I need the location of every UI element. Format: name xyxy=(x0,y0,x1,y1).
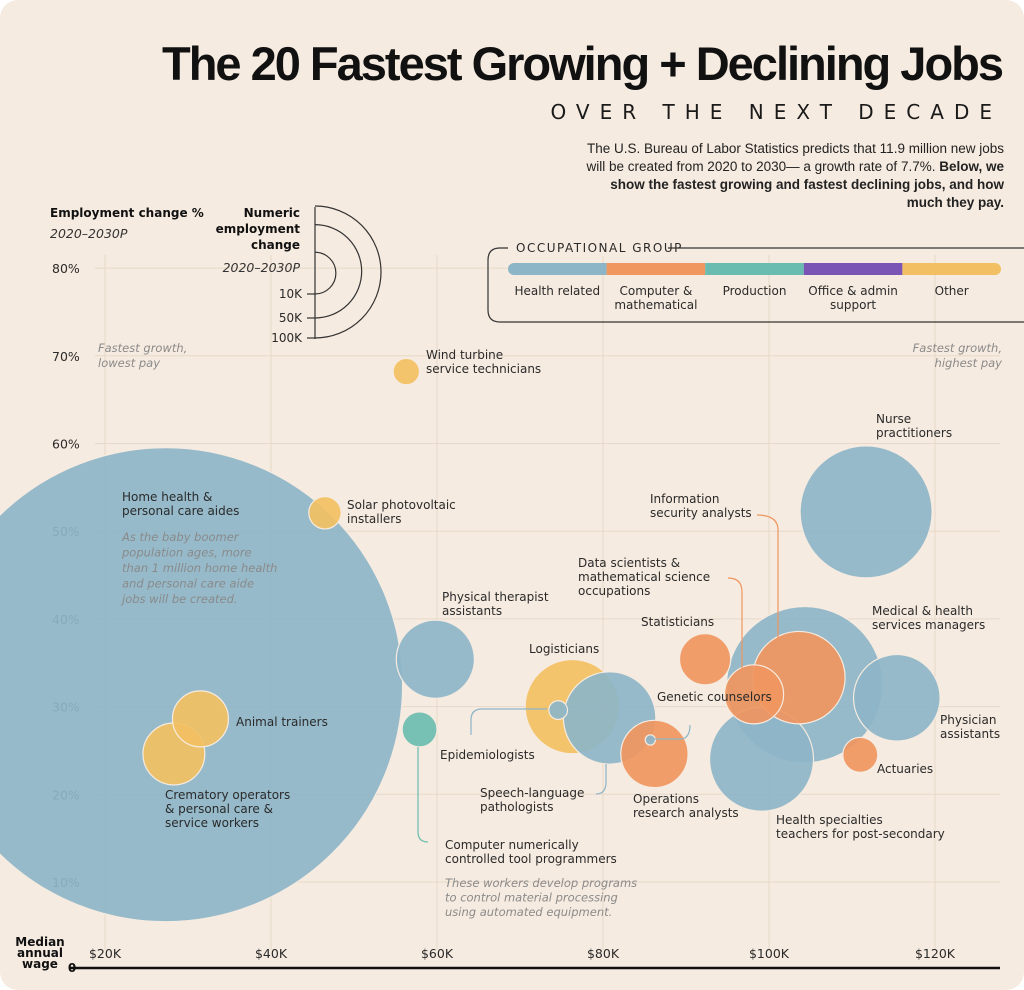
bubble-11 xyxy=(620,719,689,789)
group-swatch-production xyxy=(705,263,804,275)
y-axis-subtitle: 2020–2030P xyxy=(50,226,128,241)
note-cnc: These workers develop programs to control… xyxy=(445,876,637,919)
point-labels: Home health & personal care aides Wind tur… xyxy=(122,348,1000,866)
point-label-11: Operations research analysts xyxy=(633,792,739,820)
bubble-6 xyxy=(401,711,438,748)
group-swatch-other-fill xyxy=(902,263,995,275)
point-label-3: Animal trainers xyxy=(236,715,328,729)
y-tick-label: 70% xyxy=(52,349,80,364)
group-swatch-computer xyxy=(606,263,706,275)
group-swatch-office xyxy=(803,263,903,275)
point-label-16: Data scientists & mathematical science occ… xyxy=(578,556,710,598)
y-axis-title: Employment change % xyxy=(50,206,204,220)
point-label-2: Solar photovoltaic installers xyxy=(347,498,456,526)
intro-plain: The U.S. Bureau of Labor Statistics pred… xyxy=(586,141,1004,174)
point-label-7: Logisticians xyxy=(529,642,599,656)
size-legend-subtitle: 2020–2030P xyxy=(223,260,301,275)
group-label-production: Production xyxy=(723,284,787,298)
group-label-health: Health related xyxy=(514,284,600,298)
group-label-office: Office & admin support xyxy=(808,284,898,312)
size-legend: 10K 50K 100K xyxy=(271,205,382,345)
point-label-18: Actuaries xyxy=(877,762,933,776)
x-tick-label: $80K xyxy=(587,946,620,961)
x-axis-title: Median annual wage xyxy=(15,935,64,971)
bubble-9 xyxy=(548,700,569,721)
point-label-1: Wind turbine service technicians xyxy=(426,348,541,376)
group-legend-title-bg xyxy=(508,240,668,256)
x-tick-label: $60K xyxy=(421,946,454,961)
corner-note-top-left: Fastest growth, lowest pay xyxy=(98,341,187,370)
bubble-12 xyxy=(678,633,732,686)
bubble-16 xyxy=(723,664,785,725)
page-subtitle: OVER THE NEXT DECADE xyxy=(550,100,1002,124)
bubble-17 xyxy=(852,653,941,742)
point-label-13: Nurse practitioners xyxy=(876,412,952,440)
y-tick-label: 60% xyxy=(52,437,80,452)
connector-data-scientists xyxy=(727,577,743,675)
point-label-0: Home health & personal care aides xyxy=(122,490,239,518)
y-tick-label: 80% xyxy=(52,261,80,276)
size-legend-label: 50K xyxy=(279,311,303,325)
group-legend-frame xyxy=(487,247,1024,323)
bubble-2 xyxy=(308,496,342,530)
group-swatch-health-fill xyxy=(514,263,607,275)
point-label-5: Physical therapist assistants xyxy=(442,590,549,618)
point-label-8: Speech-language pathologists xyxy=(480,786,584,814)
bubble-13 xyxy=(799,445,933,579)
size-legend-label: 10K xyxy=(279,287,303,301)
point-label-9: Epidemiologists xyxy=(440,748,535,762)
group-label-computer: Computer & mathematical xyxy=(614,284,697,312)
connector-speech xyxy=(595,764,607,795)
note-home-health: As the baby boomer population ages, more t… xyxy=(120,530,277,606)
group-legend-title: OCCUPATIONAL GROUP xyxy=(516,241,683,255)
intro-bold: Below, we show the fastest growing and f… xyxy=(610,159,1004,210)
x-tick-label: $120K xyxy=(915,946,956,961)
x-tick-label: $100K xyxy=(749,946,790,961)
connector-epidemiologists xyxy=(470,708,547,735)
size-legend-arc xyxy=(314,205,382,339)
size-legend-title: Numeric employment change xyxy=(216,206,301,252)
bubbles xyxy=(0,357,941,923)
size-legend-arc xyxy=(314,251,337,295)
point-label-12: Statisticians xyxy=(641,615,714,629)
bubble-10 xyxy=(644,734,657,746)
connector-genetic xyxy=(654,724,691,740)
group-legend: OCCUPATIONAL GROUP Health related Computer… xyxy=(487,240,1024,323)
x-tick-label: $20K xyxy=(89,946,122,961)
size-legend-arc xyxy=(314,224,363,319)
connector-info-security xyxy=(756,514,779,640)
bubble-1 xyxy=(392,357,421,386)
bubble-5 xyxy=(395,619,475,699)
bubble-3 xyxy=(171,690,230,748)
bubble-0 xyxy=(0,447,404,923)
point-label-15: Information security analysts xyxy=(650,492,752,520)
page-title: The 20 Fastest Growing + Declining Jobs xyxy=(161,37,1004,90)
point-label-6: Computer numerically controlled tool prog… xyxy=(445,838,617,866)
point-label-4: Crematory operators & personal care & serv… xyxy=(165,788,290,830)
bubble-18 xyxy=(842,736,879,773)
connectors xyxy=(417,514,779,843)
x-zero-label: 0 xyxy=(68,961,76,973)
point-label-10: Genetic counselors xyxy=(657,690,772,704)
group-label-other: Other xyxy=(935,284,969,298)
point-label-17: Physician assistants xyxy=(940,713,1000,741)
corner-note-top-right: Fastest growth, highest pay xyxy=(913,341,1003,370)
size-legend-label: 100K xyxy=(271,331,303,345)
point-label-19: Health specialties teachers for post-seco… xyxy=(776,813,945,841)
intro-text: The U.S. Bureau of Labor Statistics pred… xyxy=(584,140,1004,212)
connector-cnc xyxy=(417,747,429,843)
point-label-14: Medical & health services managers xyxy=(872,604,985,632)
x-tick-label: $40K xyxy=(255,946,288,961)
